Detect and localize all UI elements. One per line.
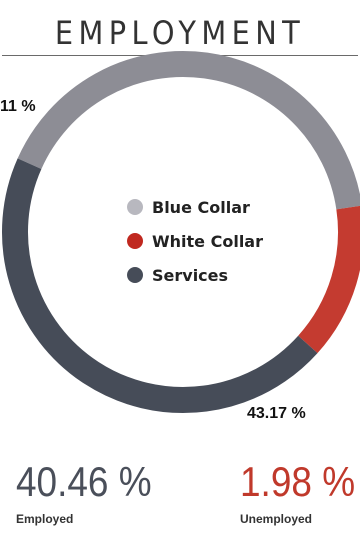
page-title: EMPLOYMENT [54,14,306,52]
unemployed-stat: 1.98 % Unemployed [240,458,360,527]
unemployed-label: Unemployed [240,512,313,526]
legend-item-services: Services [127,258,263,292]
legend-label-white-collar: White Collar [152,231,263,251]
unemployed-value: 1.98 % [240,458,356,505]
chart-legend: Blue Collar White Collar Services [127,190,263,292]
legend-item-white-collar: White Collar [127,224,263,258]
donut-segment-white-collar [298,205,360,354]
donut-label-top-left: 11 % [0,98,36,115]
legend-item-blue-collar: Blue Collar [127,190,263,224]
employed-label: Employed [16,512,74,526]
donut-segment-services [2,158,318,413]
legend-label-services: Services [152,265,229,285]
employed-stat: 40.46 % Employed [16,458,170,527]
white-collar-dot-icon [127,233,143,249]
donut-label-bottom: 43.17 % [247,405,306,422]
employed-value: 40.46 % [16,458,152,505]
blue-collar-dot-icon [127,199,143,215]
services-dot-icon [127,267,143,283]
legend-label-blue-collar: Blue Collar [152,197,250,217]
donut-segment-blue-collar [17,51,360,210]
